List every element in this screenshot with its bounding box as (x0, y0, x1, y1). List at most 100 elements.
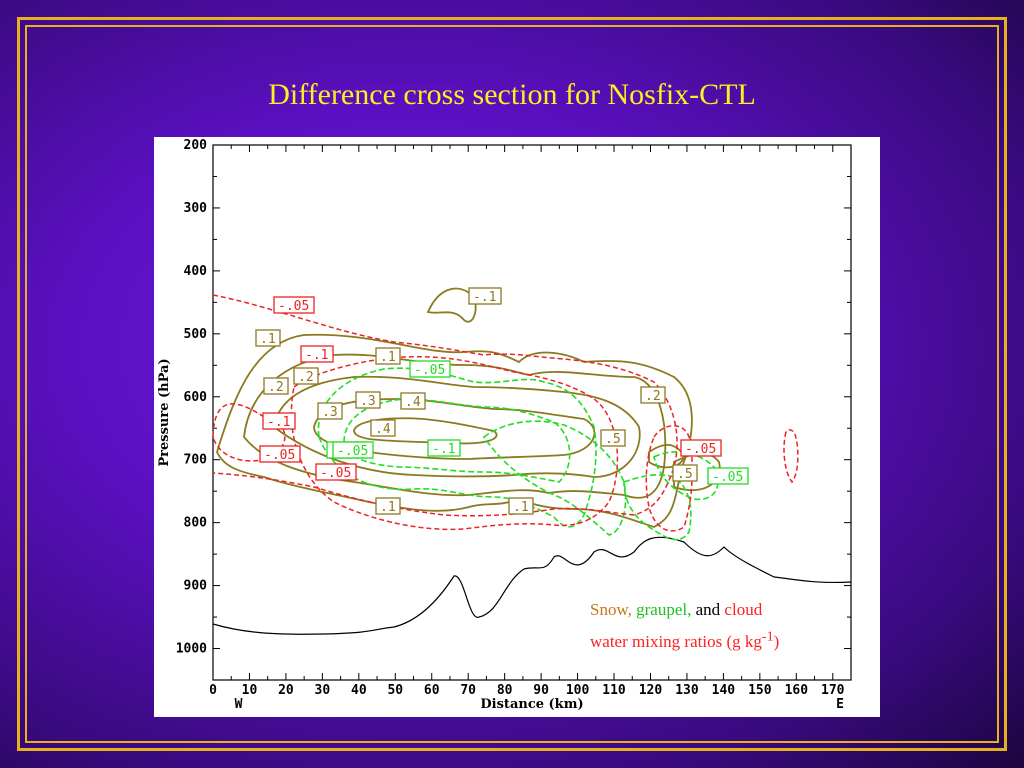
snow-contour-label: .2 (298, 370, 314, 385)
x-tick-label: 50 (387, 683, 403, 698)
cloud-contour (645, 425, 694, 532)
cloud-contour-label: -.1 (305, 348, 328, 363)
x-tick-label: 0 (209, 683, 217, 698)
x-tick-label: 160 (785, 683, 809, 698)
snow-contour-label-box (640, 386, 666, 404)
caption-graupel: graupel, (636, 600, 692, 619)
x-tick-label: 140 (712, 683, 736, 698)
y-tick-label: 800 (184, 516, 208, 531)
snow-contour-label-box (317, 402, 343, 420)
cloud-contour-label-box (300, 345, 334, 363)
graupel-contour-label-box (332, 441, 374, 459)
x-tick-label: 130 (675, 683, 699, 698)
cloud-contour-label-box (259, 445, 301, 463)
snow-contour-label: .1 (513, 500, 529, 515)
cloud-contour-label-box (680, 439, 722, 457)
terrain-line (212, 536, 852, 635)
cloud-contour-label-box (262, 412, 296, 430)
graupel-contour-label: -.05 (712, 470, 743, 485)
snow-contour-label-box (263, 377, 289, 395)
x-tick-label: 100 (566, 683, 590, 698)
graupel-contour-label: -.05 (337, 444, 368, 459)
y-tick-label: 900 (184, 579, 208, 594)
cross-section-plot: 0 10 20 30 40 50 60 70 80 90 100 110 120 130 140 150 160… (154, 137, 880, 717)
x-edge-label-east: E (836, 697, 844, 712)
x-tick-label: 150 (748, 683, 772, 698)
cloud-contour-label: -.05 (685, 442, 716, 457)
snow-contour-label-box (600, 429, 626, 447)
snow-contour-label-box (355, 391, 381, 409)
x-tick-label: 60 (424, 683, 440, 698)
snow-contour-label: .2 (645, 389, 661, 404)
x-edge-label-west: W (235, 697, 243, 712)
snow-contour-label-box (508, 497, 534, 515)
contour-chart: 0 10 20 30 40 50 60 70 80 90 100 110 120 130 140 150 160… (157, 138, 852, 712)
plot-caption: Snow, graupel, and cloud water mixing ra… (590, 597, 779, 655)
snow-contour-label: .4 (375, 422, 391, 437)
snow-contour-label-box (400, 392, 426, 410)
x-tick-label: 10 (242, 683, 258, 698)
snow-contour (273, 375, 641, 478)
caption-close: ) (773, 631, 780, 651)
cloud-contour (783, 429, 799, 484)
x-tick-label: 20 (278, 683, 294, 698)
cloud-contour-label-box (315, 463, 357, 481)
snow-contour-label: -.1 (473, 290, 496, 305)
snow-contour-label: .3 (360, 394, 376, 409)
snow-contour (426, 287, 477, 323)
cloud-contour (212, 403, 286, 462)
snow-contour-label-box (293, 367, 319, 385)
snow-contour (353, 417, 498, 445)
slide-frame-outer (17, 17, 1007, 751)
caption-and: and (695, 600, 721, 619)
x-tick-label: 80 (497, 683, 513, 698)
graupel-contour-label: -.05 (414, 363, 445, 378)
cloud-contour-label: -.05 (320, 466, 351, 481)
snow-contour-label-box (370, 419, 396, 437)
snow-contour-label-box (255, 329, 281, 347)
graupel-contour-label-box (409, 360, 451, 378)
x-tick-label: 30 (315, 683, 331, 698)
graupel-contour-label: -.1 (432, 442, 455, 457)
snow-contour-label-box (375, 497, 401, 515)
y-tick-label: 700 (184, 453, 208, 468)
y-tick-label: 300 (184, 201, 208, 216)
x-tick-label: 70 (460, 683, 476, 698)
graupel-contour (623, 474, 692, 541)
caption-cloud: cloud (724, 600, 763, 619)
cloud-contour-label: -.05 (278, 299, 309, 314)
y-tick-label: 400 (184, 264, 208, 279)
x-tick-label: 40 (351, 683, 367, 698)
y-axis-label: Pressure (hPa) (157, 358, 172, 466)
snow-contour-label: .1 (380, 500, 396, 515)
snow-contour-label: .1 (380, 350, 396, 365)
snow-contour-label: .1 (260, 332, 276, 347)
cloud-contour-label: -.05 (264, 448, 295, 463)
y-tick-label: 600 (184, 390, 208, 405)
caption-units: water mixing ratios (g kg (590, 631, 762, 651)
caption-snow: Snow, (590, 600, 632, 619)
cloud-contour-label: -.1 (267, 415, 290, 430)
snow-contour-label: .3 (322, 405, 338, 420)
snow-contour-label-box (468, 287, 502, 305)
plot-frame (212, 144, 852, 681)
y-tick-label: 1000 (176, 642, 207, 657)
y-tick-label: 200 (184, 138, 208, 153)
graupel-contour-label-box (707, 467, 749, 485)
snow-contour-label: .5 (677, 467, 693, 482)
slide-frame-inner (25, 25, 999, 743)
y-tick-label: 500 (184, 327, 208, 342)
graupel-contour-label-box (427, 439, 461, 457)
caption-line2: water mixing ratios (g kg-1) (590, 628, 780, 651)
x-tick-label: 170 (821, 683, 845, 698)
snow-contour-label-box (672, 464, 698, 482)
snow-contour-label: .2 (268, 380, 284, 395)
x-tick-label: 120 (639, 683, 663, 698)
snow-contour-label: .5 (605, 432, 621, 447)
snow-contour-label: .4 (405, 395, 421, 410)
slide-title: Difference cross section for Nosfix-CTL (268, 78, 756, 111)
snow-contour-label-box (375, 347, 401, 365)
x-tick-label: 90 (533, 683, 549, 698)
cloud-contour (290, 355, 619, 531)
caption-units-exponent: -1 (761, 628, 774, 644)
